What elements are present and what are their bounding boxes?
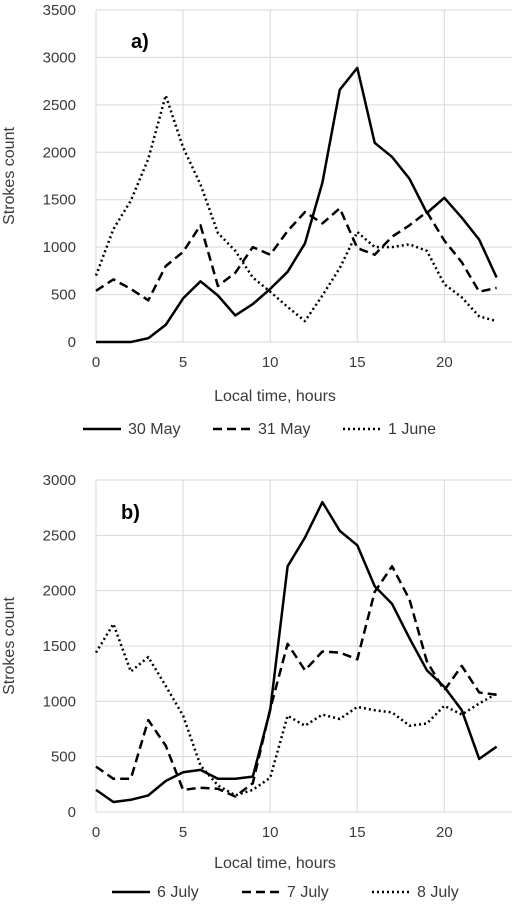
x-tick-label: 20: [436, 824, 453, 841]
y-axis-title: Strokes count: [1, 597, 18, 695]
series-line: [95, 500, 498, 804]
x-tick-label: 0: [92, 824, 100, 841]
legend-label: 7 July: [287, 884, 329, 901]
legend: 6 July 7 July 8 July: [112, 884, 459, 901]
legend-label: 1 June: [388, 421, 436, 438]
y-tick-label: 500: [51, 287, 76, 304]
x-tick-label: 10: [262, 824, 279, 841]
chart-panel-a: 0 500 1000 1500 2000 2500 3000 3500 0 5 10 15 20 Loca…: [1, 2, 512, 438]
x-tick-label: 15: [349, 824, 366, 841]
y-tick-label: 3000: [43, 472, 76, 489]
x-tick-label: 0: [92, 354, 100, 371]
x-axis-title: Local time, hours: [214, 855, 336, 872]
series-line: [94, 94, 497, 323]
y-tick-label: 0: [68, 334, 76, 351]
y-tick-label: 2500: [43, 97, 76, 114]
series-line: [94, 622, 498, 797]
x-tick-label: 20: [436, 354, 453, 371]
panel-label: b): [121, 502, 140, 524]
y-tick-label: 2000: [43, 583, 76, 600]
chart-panel-b: 0 500 1000 1500 2000 2500 3000 0 5 10 15 20 Local ti…: [1, 472, 512, 901]
panel-label: a): [131, 31, 149, 53]
x-axis-title: Local time, hours: [214, 388, 336, 405]
y-tick-label: 3000: [43, 49, 76, 66]
y-tick-label: 1000: [43, 239, 76, 256]
legend: 30 May 31 May 1 June: [83, 421, 436, 438]
legend-label: 31 May: [258, 421, 310, 438]
legend-label: 30 May: [128, 421, 180, 438]
legend-label: 6 July: [157, 884, 199, 901]
y-tick-label: 500: [51, 749, 76, 766]
series-line: [96, 66, 498, 344]
y-tick-label: 1500: [43, 638, 76, 655]
y-tick-label: 1000: [43, 693, 76, 710]
y-tick-label: 1500: [43, 192, 76, 209]
series-line: [95, 565, 497, 798]
y-tick-label: 2000: [43, 144, 76, 161]
x-tick-label: 5: [179, 354, 187, 371]
series-line: [95, 207, 497, 302]
y-tick-label: 0: [68, 804, 76, 821]
legend-label: 8 July: [417, 884, 459, 901]
y-tick-label: 3500: [43, 2, 76, 19]
x-tick-label: 10: [262, 354, 279, 371]
x-tick-label: 5: [179, 824, 187, 841]
y-tick-label: 2500: [43, 527, 76, 544]
x-tick-label: 15: [349, 354, 366, 371]
y-axis-title: Strokes count: [1, 127, 18, 225]
